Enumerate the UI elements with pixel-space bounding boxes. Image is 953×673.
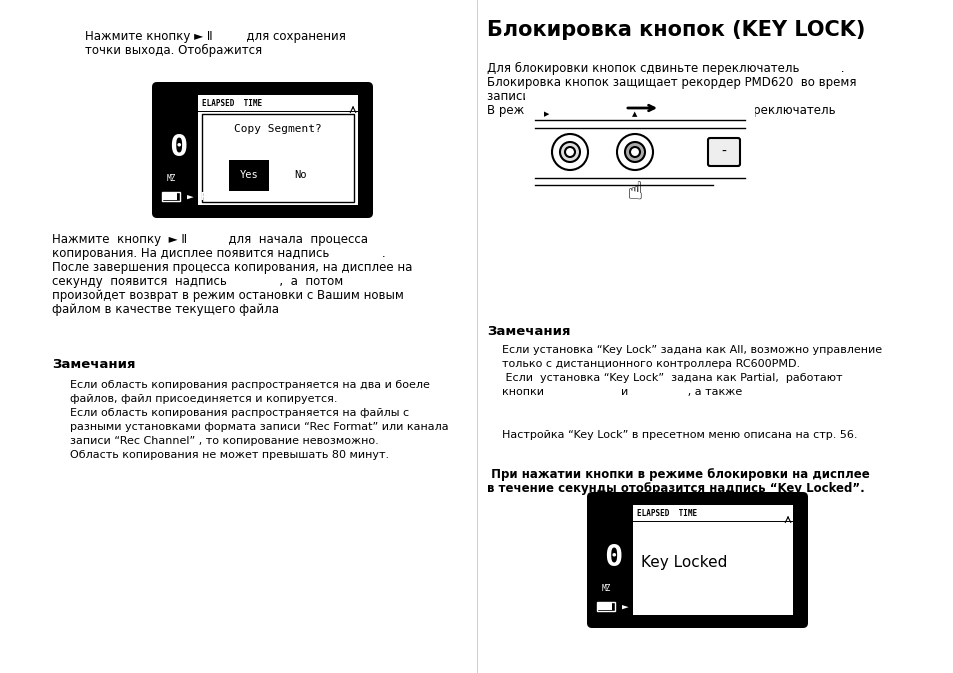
Text: No: No	[294, 170, 307, 180]
Circle shape	[629, 147, 639, 157]
Text: Если  установка “Key Lock”  задана как Partial,  работают: Если установка “Key Lock” задана как Par…	[501, 373, 841, 383]
Text: ► PAUSE: ► PAUSE	[187, 192, 234, 202]
Text: Key Locked: Key Locked	[640, 555, 727, 570]
Text: копирования. На дисплее появится надпись              .: копирования. На дисплее появится надпись…	[52, 247, 385, 260]
Text: Yes: Yes	[239, 170, 258, 180]
Text: секунду  появится  надпись              ,  а  потом: секунду появится надпись , а потом	[52, 275, 343, 288]
Text: точки выхода. Отображится: точки выхода. Отображится	[85, 44, 262, 57]
Circle shape	[564, 147, 575, 157]
Text: ► PLAY: ► PLAY	[621, 602, 661, 612]
Circle shape	[559, 142, 579, 162]
Text: Если установка “Key Lock” задана как All, возможно управление: Если установка “Key Lock” задана как All…	[501, 345, 882, 355]
Text: Замечания: Замечания	[486, 325, 570, 338]
Text: в течение секунды отобразится надпись “Key Locked”.: в течение секунды отобразится надпись “K…	[486, 482, 863, 495]
Text: После завершения процесса копирования, на дисплее на: После завершения процесса копирования, н…	[52, 261, 412, 274]
Text: Замечания: Замечания	[52, 358, 135, 371]
Text: не работает.: не работает.	[486, 118, 607, 131]
Text: При нажатии кнопки в режиме блокировки на дисплее: При нажатии кнопки в режиме блокировки н…	[486, 468, 869, 481]
Text: Copy Segment?: Copy Segment?	[234, 124, 321, 134]
Text: записи, воспроизведения или остановки.: записи, воспроизведения или остановки.	[486, 90, 745, 103]
Text: ELAPSED  TIME: ELAPSED TIME	[202, 99, 262, 108]
Circle shape	[624, 142, 644, 162]
Text: Область копирования не может превышать 80 минут.: Область копирования не может превышать 8…	[70, 450, 389, 460]
Text: Блокировка кнопок защищает рекордер PMD620  во время: Блокировка кнопок защищает рекордер PMD6…	[486, 76, 856, 89]
Text: файлом в качестве текущего файла: файлом в качестве текущего файла	[52, 303, 278, 316]
FancyBboxPatch shape	[707, 138, 740, 166]
FancyBboxPatch shape	[202, 114, 354, 202]
Text: ELAPSED  TIME: ELAPSED TIME	[637, 509, 697, 518]
Text: 0: 0	[169, 133, 187, 162]
Text: -: -	[720, 145, 725, 159]
FancyBboxPatch shape	[633, 505, 792, 615]
FancyBboxPatch shape	[586, 492, 807, 628]
Text: MZ: MZ	[601, 584, 611, 593]
Text: Если область копирования распространяется на файлы с: Если область копирования распространяетс…	[70, 408, 409, 418]
Text: MZ: MZ	[167, 174, 176, 183]
Text: Блокировка кнопок (KEY LOCK): Блокировка кнопок (KEY LOCK)	[486, 20, 864, 40]
FancyBboxPatch shape	[152, 82, 373, 218]
Text: ▲: ▲	[632, 111, 637, 117]
FancyBboxPatch shape	[163, 193, 177, 200]
Circle shape	[552, 134, 587, 170]
FancyBboxPatch shape	[230, 160, 269, 190]
Text: Нажмите  кнопку  ► Ⅱ           для  начала  процесса: Нажмите кнопку ► Ⅱ для начала процесса	[52, 233, 368, 246]
Text: произойдет возврат в режим остановки с Вашим новым: произойдет возврат в режим остановки с В…	[52, 289, 403, 302]
Circle shape	[617, 134, 652, 170]
Text: Для блокировки кнопок сдвиньте переключатель           .: Для блокировки кнопок сдвиньте переключа…	[486, 62, 843, 75]
Text: ☜: ☜	[618, 180, 641, 203]
FancyBboxPatch shape	[198, 95, 357, 205]
Text: ▶: ▶	[544, 111, 549, 117]
Text: кнопки                      и                 , а также: кнопки и , а также	[501, 387, 741, 397]
Text: Нажмите кнопку ► Ⅱ         для сохранения: Нажмите кнопку ► Ⅱ для сохранения	[85, 30, 346, 43]
Text: В режиме записи или записи на паузе,  переключатель: В режиме записи или записи на паузе, пер…	[486, 104, 835, 117]
Text: файлов, файл присоединяется и копируется.: файлов, файл присоединяется и копируется…	[70, 394, 337, 404]
Text: Настройка “Key Lock” в пресетном меню описана на стр. 56.: Настройка “Key Lock” в пресетном меню оп…	[501, 430, 857, 440]
FancyBboxPatch shape	[598, 603, 612, 610]
Text: 0: 0	[603, 544, 621, 573]
Text: Если область копирования распространяется на два и боеле: Если область копирования распространяетс…	[70, 380, 430, 390]
Text: записи “Rec Channel” , то копирование невозможно.: записи “Rec Channel” , то копирование не…	[70, 436, 378, 446]
Text: только с дистанционного контроллера RC600PMD.: только с дистанционного контроллера RC60…	[501, 359, 800, 369]
Text: разными установками формата записи “Rec Format” или канала: разными установками формата записи “Rec …	[70, 422, 448, 432]
FancyBboxPatch shape	[524, 90, 754, 220]
